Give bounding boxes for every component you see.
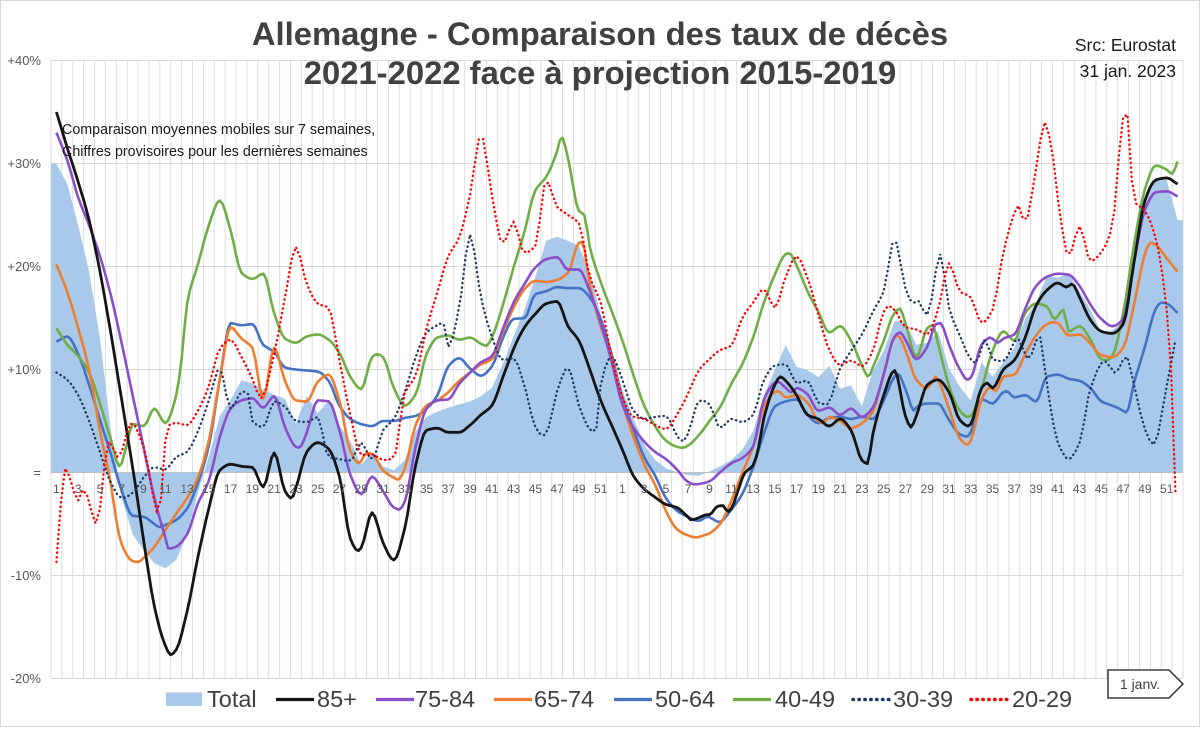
svg-text:17: 17 bbox=[790, 482, 804, 496]
svg-text:1: 1 bbox=[619, 482, 626, 496]
svg-text:2021-2022 face à projection 20: 2021-2022 face à projection 2015-2019 bbox=[304, 54, 897, 91]
svg-text:+40%: +40% bbox=[7, 53, 41, 68]
svg-text:50-64: 50-64 bbox=[655, 686, 715, 712]
svg-text:51: 51 bbox=[594, 482, 608, 496]
svg-text:19: 19 bbox=[812, 482, 826, 496]
svg-text:37: 37 bbox=[1008, 482, 1022, 496]
svg-text:15: 15 bbox=[768, 482, 782, 496]
svg-text:45: 45 bbox=[1095, 482, 1109, 496]
svg-text:-10%: -10% bbox=[11, 568, 42, 583]
svg-text:5: 5 bbox=[97, 482, 104, 496]
svg-text:Comparaison moyennes mobiles s: Comparaison moyennes mobiles sur 7 semai… bbox=[62, 122, 375, 138]
svg-text:9: 9 bbox=[706, 482, 713, 496]
svg-text:25: 25 bbox=[311, 482, 325, 496]
svg-text:=: = bbox=[33, 465, 41, 480]
svg-text:5: 5 bbox=[663, 482, 670, 496]
svg-text:Total: Total bbox=[207, 686, 257, 712]
svg-text:31 jan. 2023: 31 jan. 2023 bbox=[1080, 61, 1176, 81]
svg-text:20-29: 20-29 bbox=[1012, 686, 1072, 712]
svg-text:19: 19 bbox=[246, 482, 260, 496]
svg-text:Allemagne - Comparaison des ta: Allemagne - Comparaison des taux de décè… bbox=[252, 15, 948, 52]
svg-text:13: 13 bbox=[180, 482, 194, 496]
svg-text:27: 27 bbox=[899, 482, 913, 496]
svg-text:41: 41 bbox=[485, 482, 499, 496]
svg-text:33: 33 bbox=[964, 482, 978, 496]
svg-text:39: 39 bbox=[1029, 482, 1043, 496]
svg-text:40-49: 40-49 bbox=[775, 686, 835, 712]
svg-text:1 janv.: 1 janv. bbox=[1120, 676, 1160, 692]
svg-text:9: 9 bbox=[140, 482, 147, 496]
svg-text:33: 33 bbox=[398, 482, 412, 496]
svg-text:15: 15 bbox=[202, 482, 216, 496]
svg-text:30-39: 30-39 bbox=[893, 686, 953, 712]
svg-text:27: 27 bbox=[333, 482, 347, 496]
svg-text:7: 7 bbox=[684, 482, 691, 496]
svg-text:29: 29 bbox=[355, 482, 369, 496]
svg-text:17: 17 bbox=[224, 482, 238, 496]
svg-text:+20%: +20% bbox=[7, 259, 41, 274]
svg-text:11: 11 bbox=[725, 482, 738, 496]
svg-text:1: 1 bbox=[53, 482, 60, 496]
svg-text:3: 3 bbox=[641, 482, 648, 496]
svg-text:31: 31 bbox=[942, 482, 956, 496]
svg-text:29: 29 bbox=[921, 482, 935, 496]
svg-text:23: 23 bbox=[289, 482, 303, 496]
svg-text:7: 7 bbox=[118, 482, 125, 496]
svg-text:85+: 85+ bbox=[317, 686, 357, 712]
svg-text:39: 39 bbox=[463, 482, 477, 496]
svg-text:11: 11 bbox=[159, 482, 172, 496]
svg-text:21: 21 bbox=[833, 482, 847, 496]
svg-text:31: 31 bbox=[376, 482, 390, 496]
svg-text:65-74: 65-74 bbox=[534, 686, 594, 712]
svg-text:3: 3 bbox=[75, 482, 82, 496]
svg-text:47: 47 bbox=[550, 482, 564, 496]
svg-text:43: 43 bbox=[507, 482, 521, 496]
svg-text:35: 35 bbox=[986, 482, 1000, 496]
svg-text:+30%: +30% bbox=[7, 156, 41, 171]
svg-text:-20%: -20% bbox=[11, 671, 42, 686]
svg-text:37: 37 bbox=[442, 482, 456, 496]
svg-text:47: 47 bbox=[1116, 482, 1130, 496]
svg-text:+10%: +10% bbox=[7, 362, 41, 377]
svg-text:45: 45 bbox=[529, 482, 543, 496]
svg-text:75-84: 75-84 bbox=[415, 686, 475, 712]
svg-text:Chiffres provisoires pour les: Chiffres provisoires pour les dernières … bbox=[62, 144, 368, 160]
svg-text:35: 35 bbox=[420, 482, 434, 496]
svg-text:25: 25 bbox=[877, 482, 891, 496]
svg-text:43: 43 bbox=[1073, 482, 1087, 496]
svg-text:21: 21 bbox=[267, 482, 281, 496]
svg-text:49: 49 bbox=[1138, 482, 1152, 496]
svg-text:51: 51 bbox=[1160, 482, 1174, 496]
svg-text:13: 13 bbox=[746, 482, 760, 496]
svg-text:23: 23 bbox=[855, 482, 869, 496]
svg-text:41: 41 bbox=[1051, 482, 1065, 496]
svg-text:49: 49 bbox=[572, 482, 586, 496]
svg-text:Src: Eurostat: Src: Eurostat bbox=[1075, 35, 1176, 55]
